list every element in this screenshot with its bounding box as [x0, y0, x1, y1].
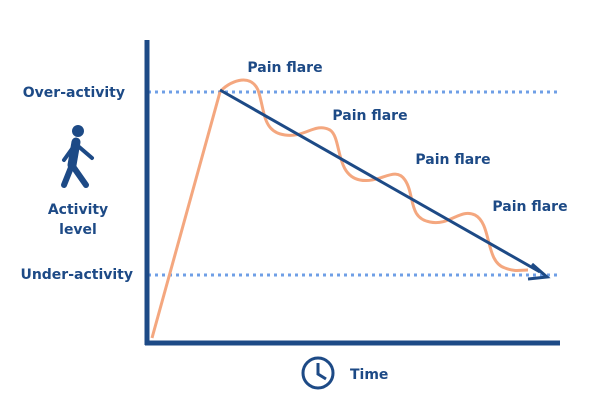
pain-flare-label: Pain flare [492, 199, 567, 215]
x-axis-label: Time [350, 367, 388, 383]
pain-flare-label: Pain flare [332, 108, 407, 124]
y-axis-label: level [59, 222, 97, 238]
rise-line [150, 91, 222, 339]
walking-person-icon [61, 125, 94, 188]
over-activity-label: Over-activity [23, 85, 125, 101]
arrow-head [527, 262, 551, 281]
clock-icon [301, 356, 335, 390]
pain-flare-label: Pain flare [247, 60, 322, 76]
under-activity-label: Under-activity [20, 267, 133, 283]
trend-arrow [219, 88, 541, 274]
y-axis-label: Activity [48, 202, 108, 218]
pain-flare-label: Pain flare [415, 152, 490, 168]
